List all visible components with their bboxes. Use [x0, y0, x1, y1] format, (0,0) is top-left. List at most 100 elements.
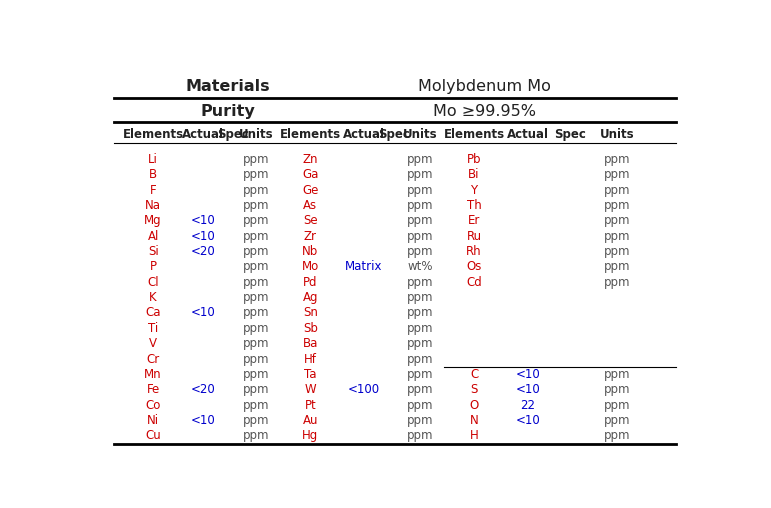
- Text: ppm: ppm: [407, 429, 433, 442]
- Text: As: As: [303, 199, 318, 212]
- Text: Actual: Actual: [182, 128, 224, 141]
- Text: Pb: Pb: [466, 153, 481, 166]
- Text: F: F: [150, 183, 157, 197]
- Text: ppm: ppm: [244, 245, 270, 258]
- Text: Y: Y: [470, 183, 477, 197]
- Text: Hf: Hf: [304, 353, 317, 366]
- Text: Mn: Mn: [144, 368, 162, 381]
- Text: ppm: ppm: [244, 383, 270, 396]
- Text: Cr: Cr: [146, 353, 160, 366]
- Text: <10: <10: [515, 368, 540, 381]
- Text: ppm: ppm: [604, 199, 631, 212]
- Text: 22: 22: [520, 399, 535, 411]
- Text: Th: Th: [466, 199, 481, 212]
- Text: Spec: Spec: [217, 128, 248, 141]
- Text: ppm: ppm: [407, 399, 433, 411]
- Text: Molybdenum Mo: Molybdenum Mo: [419, 79, 551, 94]
- Text: ppm: ppm: [244, 306, 270, 320]
- Text: Cu: Cu: [145, 429, 161, 442]
- Text: ppm: ppm: [604, 414, 631, 427]
- Text: ppm: ppm: [604, 214, 631, 227]
- Text: Elements: Elements: [280, 128, 341, 141]
- Text: Units: Units: [403, 128, 438, 141]
- Text: Pt: Pt: [305, 399, 316, 411]
- Text: H: H: [470, 429, 478, 442]
- Text: ppm: ppm: [244, 337, 270, 350]
- Text: ppm: ppm: [407, 199, 433, 212]
- Text: <100: <100: [348, 383, 380, 396]
- Text: ppm: ppm: [604, 429, 631, 442]
- Text: <20: <20: [190, 383, 215, 396]
- Text: ppm: ppm: [407, 337, 433, 350]
- Text: ppm: ppm: [407, 291, 433, 304]
- Text: ppm: ppm: [244, 429, 270, 442]
- Text: ppm: ppm: [244, 199, 270, 212]
- Text: O: O: [470, 399, 479, 411]
- Text: <10: <10: [190, 306, 215, 320]
- Text: Materials: Materials: [186, 79, 270, 94]
- Text: ppm: ppm: [407, 230, 433, 243]
- Text: ppm: ppm: [407, 153, 433, 166]
- Text: Ga: Ga: [302, 168, 318, 181]
- Text: <10: <10: [190, 230, 215, 243]
- Text: ppm: ppm: [604, 230, 631, 243]
- Text: W: W: [305, 383, 316, 396]
- Text: S: S: [470, 383, 478, 396]
- Text: ppm: ppm: [604, 168, 631, 181]
- Text: Matrix: Matrix: [345, 261, 383, 273]
- Text: Ca: Ca: [146, 306, 161, 320]
- Text: ppm: ppm: [604, 276, 631, 289]
- Text: Ti: Ti: [148, 322, 158, 335]
- Text: Mo ≥99.95%: Mo ≥99.95%: [433, 104, 537, 118]
- Text: ppm: ppm: [407, 183, 433, 197]
- Text: Au: Au: [302, 414, 318, 427]
- Text: Zn: Zn: [302, 153, 318, 166]
- Text: Ag: Ag: [302, 291, 318, 304]
- Text: Actual: Actual: [507, 128, 549, 141]
- Text: Ru: Ru: [466, 230, 482, 243]
- Text: Rh: Rh: [466, 245, 482, 258]
- Text: Ni: Ni: [147, 414, 159, 427]
- Text: wt%: wt%: [408, 261, 433, 273]
- Text: ppm: ppm: [407, 383, 433, 396]
- Text: ppm: ppm: [407, 322, 433, 335]
- Text: K: K: [150, 291, 157, 304]
- Text: Si: Si: [148, 245, 159, 258]
- Text: ppm: ppm: [604, 153, 631, 166]
- Text: Actual: Actual: [343, 128, 385, 141]
- Text: ppm: ppm: [244, 322, 270, 335]
- Text: ppm: ppm: [407, 353, 433, 366]
- Text: <10: <10: [190, 414, 215, 427]
- Text: Spec: Spec: [378, 128, 410, 141]
- Text: Elements: Elements: [443, 128, 504, 141]
- Text: Os: Os: [466, 261, 482, 273]
- Text: P: P: [150, 261, 157, 273]
- Text: Elements: Elements: [123, 128, 183, 141]
- Text: ppm: ppm: [244, 399, 270, 411]
- Text: ppm: ppm: [244, 153, 270, 166]
- Text: ppm: ppm: [604, 383, 631, 396]
- Text: Fe: Fe: [146, 383, 160, 396]
- Text: ppm: ppm: [244, 291, 270, 304]
- Text: Al: Al: [147, 230, 159, 243]
- Text: Co: Co: [146, 399, 161, 411]
- Text: ppm: ppm: [244, 230, 270, 243]
- Text: ppm: ppm: [244, 414, 270, 427]
- Text: C: C: [470, 368, 478, 381]
- Text: ppm: ppm: [407, 306, 433, 320]
- Text: ppm: ppm: [244, 168, 270, 181]
- Text: ppm: ppm: [604, 399, 631, 411]
- Text: <10: <10: [515, 383, 540, 396]
- Text: ppm: ppm: [604, 261, 631, 273]
- Text: ppm: ppm: [244, 276, 270, 289]
- Text: ppm: ppm: [244, 353, 270, 366]
- Text: ppm: ppm: [407, 245, 433, 258]
- Text: Cl: Cl: [147, 276, 159, 289]
- Text: Spec: Spec: [554, 128, 585, 141]
- Text: Units: Units: [600, 128, 635, 141]
- Text: Bi: Bi: [468, 168, 480, 181]
- Text: Ba: Ba: [302, 337, 318, 350]
- Text: V: V: [149, 337, 157, 350]
- Text: ppm: ppm: [244, 183, 270, 197]
- Text: ppm: ppm: [407, 214, 433, 227]
